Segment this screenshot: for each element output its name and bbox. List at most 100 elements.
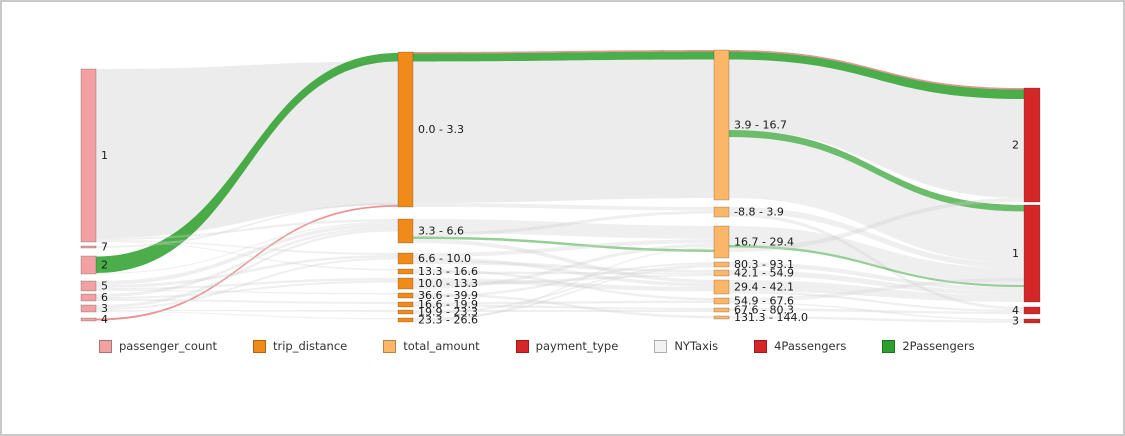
legend-item-passenger_count[interactable]: passenger_count bbox=[99, 339, 217, 353]
node-total_amount-80.3 - 93.1[interactable] bbox=[713, 261, 730, 268]
flow-3-to-23.3 - 26.6[interactable] bbox=[96, 311, 398, 320]
flow-3.9 - 16.7-to-2[interactable] bbox=[729, 51, 1024, 100]
flow-36.6 - 39.9-to-80.3 - 93.1[interactable] bbox=[413, 262, 729, 298]
flow-67.6 - 80.3-to-4[interactable] bbox=[729, 308, 1024, 314]
flow-6.6 - 10.0-to-16.7 - 29.4[interactable] bbox=[413, 239, 729, 257]
flow-0.0 - 3.3-to--8.8 - 3.9[interactable] bbox=[413, 203, 729, 211]
flow--8.8 - 3.9-to-1[interactable] bbox=[729, 207, 1024, 269]
flow-3.3 - 6.6-to-29.4 - 42.1[interactable] bbox=[413, 239, 729, 284]
node-passenger_count-3[interactable] bbox=[80, 304, 97, 313]
flow-1-to-13.3 - 16.6[interactable] bbox=[96, 241, 398, 271]
node-trip_distance-16.6 - 19.9[interactable] bbox=[397, 301, 414, 308]
legend-swatch-total_amount bbox=[383, 339, 397, 353]
flow-5-to-36.6 - 39.9[interactable] bbox=[96, 290, 398, 295]
node-trip_distance-0.0 - 3.3[interactable] bbox=[397, 51, 414, 208]
node-trip_distance-6.6 - 10.0[interactable] bbox=[397, 252, 414, 265]
flow-6-to-3.3 - 6.6[interactable] bbox=[96, 226, 398, 298]
node-total_amount-131.3 - 144.0[interactable] bbox=[713, 315, 730, 320]
node-passenger_count-7[interactable] bbox=[80, 245, 97, 249]
flow--8.8 - 3.9-to-4[interactable] bbox=[729, 213, 1024, 310]
flow-5-to-10.0 - 13.3[interactable] bbox=[96, 278, 398, 290]
node-passenger_count-4[interactable] bbox=[80, 317, 97, 322]
flow-2-to-3.3 - 6.6[interactable] bbox=[96, 221, 398, 275]
flow-1-to-0.0 - 3.3[interactable] bbox=[96, 61, 398, 239]
flow-36.6 - 39.9-to-131.3 - 144.0[interactable] bbox=[413, 293, 729, 319]
flow-42.1 - 54.9-to-1[interactable] bbox=[729, 270, 1024, 296]
flow-5-to-3.3 - 6.6[interactable] bbox=[96, 223, 398, 285]
node-trip_distance-3.3 - 6.6[interactable] bbox=[397, 218, 414, 244]
flow-3-to-6.6 - 10.0[interactable] bbox=[96, 257, 398, 311]
flow-16.7 - 29.4-to-1[interactable] bbox=[729, 226, 1024, 285]
node-trip_distance-13.3 - 16.6[interactable] bbox=[397, 268, 414, 275]
flow-80.3 - 93.1-to-1[interactable] bbox=[729, 262, 1024, 291]
flow-19.9 - 23.3-to-80.3 - 93.1[interactable] bbox=[413, 264, 729, 314]
legend-item-total_amount[interactable]: total_amount bbox=[383, 339, 480, 353]
flow-13.3 - 16.6-to-42.1 - 54.9[interactable] bbox=[413, 271, 729, 275]
flow-3.9 - 16.7-to-2[interactable] bbox=[729, 59, 1024, 199]
legend-item-trip_distance[interactable]: trip_distance bbox=[253, 339, 347, 353]
flow-3.9 - 16.7-to-2[interactable] bbox=[729, 50, 1024, 90]
legend-item-2Passengers[interactable]: 2Passengers bbox=[882, 339, 975, 353]
flow-16.6 - 19.9-to-67.6 - 80.3[interactable] bbox=[413, 304, 729, 311]
flow-54.9 - 67.6-to-1[interactable] bbox=[729, 278, 1024, 302]
node-passenger_count-6[interactable] bbox=[80, 293, 97, 302]
flow-7-to-0.0 - 3.3[interactable] bbox=[96, 203, 398, 248]
flow-2-to-0.0 - 3.3[interactable] bbox=[96, 53, 398, 273]
flow-6-to-10.0 - 13.3[interactable] bbox=[96, 280, 398, 300]
legend-item-payment_type[interactable]: payment_type bbox=[515, 339, 618, 353]
node-payment_type-3[interactable] bbox=[1023, 318, 1041, 324]
node-trip_distance-23.3 - 26.6[interactable] bbox=[397, 317, 414, 323]
node-total_amount-29.4 - 42.1[interactable] bbox=[713, 279, 730, 295]
flow-16.7 - 29.4-to-2[interactable] bbox=[729, 198, 1024, 252]
node-total_amount--8.8 - 3.9[interactable] bbox=[713, 206, 730, 218]
flow-16.7 - 29.4-to-1[interactable] bbox=[729, 245, 1024, 287]
flow-1-to-3.3 - 6.6[interactable] bbox=[96, 219, 398, 240]
node-passenger_count-2[interactable] bbox=[80, 255, 97, 275]
flow-3-to-3.3 - 6.6[interactable] bbox=[96, 229, 398, 308]
node-total_amount-16.7 - 29.4[interactable] bbox=[713, 225, 730, 259]
flow-131.3 - 144.0-to-3[interactable] bbox=[729, 316, 1024, 323]
flow-23.3 - 26.6-to-80.3 - 93.1[interactable] bbox=[413, 265, 729, 321]
flow-29.4 - 42.1-to-1[interactable] bbox=[729, 280, 1024, 302]
flow-3.3 - 6.6-to-16.7 - 29.4[interactable] bbox=[413, 236, 729, 253]
flow-6.6 - 10.0-to-42.1 - 54.9[interactable] bbox=[413, 260, 729, 273]
node-trip_distance-10.0 - 13.3[interactable] bbox=[397, 277, 414, 290]
flow-0.0 - 3.3-to-3.9 - 16.7[interactable] bbox=[413, 50, 729, 54]
flow-3.3 - 6.6-to-16.7 - 29.4[interactable] bbox=[413, 219, 729, 239]
flow-10.0 - 13.3-to-29.4 - 42.1[interactable] bbox=[413, 278, 729, 292]
flow-0.0 - 3.3-to-3.9 - 16.7[interactable] bbox=[413, 51, 729, 62]
node-trip_distance-36.6 - 39.9[interactable] bbox=[397, 292, 414, 299]
flow-10.0 - 13.3-to-16.7 - 29.4[interactable] bbox=[413, 243, 729, 289]
node-total_amount-67.6 - 80.3[interactable] bbox=[713, 307, 730, 313]
node-passenger_count-1[interactable] bbox=[80, 68, 97, 243]
flow-4-to-0.0 - 3.3[interactable] bbox=[96, 205, 398, 321]
flow-13.3 - 16.6-to-54.9 - 67.6[interactable] bbox=[413, 269, 729, 301]
legend-item-4Passengers[interactable]: 4Passengers bbox=[754, 339, 846, 353]
flow-1-to-6.6 - 10.0[interactable] bbox=[96, 240, 398, 255]
flow-54.9 - 67.6-to-3[interactable] bbox=[729, 302, 1024, 321]
flow-6-to-16.6 - 19.9[interactable] bbox=[96, 299, 398, 304]
flow-3.9 - 16.7-to-1[interactable] bbox=[729, 137, 1024, 263]
node-payment_type-1[interactable] bbox=[1023, 204, 1041, 303]
node-passenger_count-5[interactable] bbox=[80, 280, 97, 292]
flow-29.4 - 42.1-to-4[interactable] bbox=[729, 291, 1024, 312]
node-label-total_amount-29.4 - 42.1: 29.4 - 42.1 bbox=[734, 281, 794, 294]
flow-10.0 - 13.3-to-42.1 - 54.9[interactable] bbox=[413, 274, 729, 287]
node-trip_distance-19.9 - 23.3[interactable] bbox=[397, 309, 414, 315]
flow-19.9 - 23.3-to-67.6 - 80.3[interactable] bbox=[413, 310, 729, 312]
flow-23.3 - 26.6-to-16.7 - 29.4[interactable] bbox=[413, 246, 729, 323]
flow-5-to-6.6 - 10.0[interactable] bbox=[96, 255, 398, 288]
flow-3.3 - 6.6-to--8.8 - 3.9[interactable] bbox=[413, 210, 729, 237]
node-total_amount-54.9 - 67.6[interactable] bbox=[713, 297, 730, 305]
node-payment_type-4[interactable] bbox=[1023, 306, 1041, 315]
flow-0.0 - 3.3-to-3.9 - 16.7[interactable] bbox=[413, 59, 729, 204]
node-payment_type-2[interactable] bbox=[1023, 87, 1041, 203]
flow-3-to-19.9 - 23.3[interactable] bbox=[96, 310, 398, 312]
legend-item-NYTaxis[interactable]: NYTaxis bbox=[654, 339, 718, 353]
node-total_amount-42.1 - 54.9[interactable] bbox=[713, 269, 730, 277]
flow-16.6 - 19.9-to-54.9 - 67.6[interactable] bbox=[413, 300, 729, 305]
flow-6.6 - 10.0-to-29.4 - 42.1[interactable] bbox=[413, 257, 729, 287]
flow-3.9 - 16.7-to-1[interactable] bbox=[729, 130, 1024, 212]
node-total_amount-3.9 - 16.7[interactable] bbox=[713, 49, 730, 201]
